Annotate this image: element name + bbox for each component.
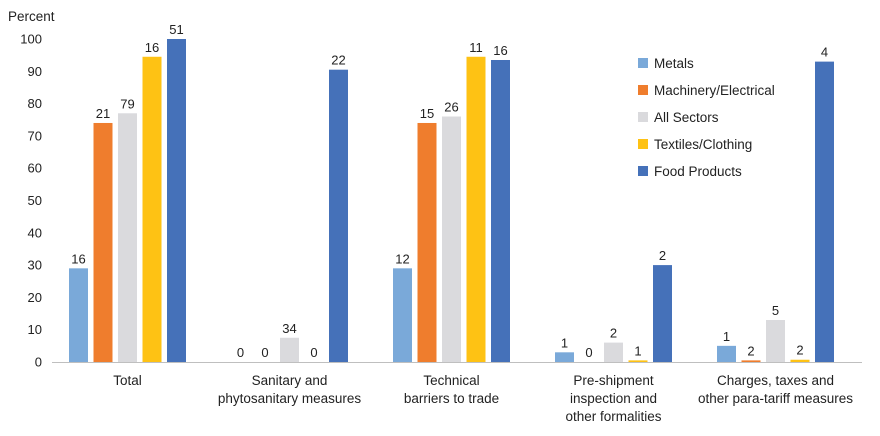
- category-label-line: Pre-shipment: [573, 373, 654, 388]
- data-label: 22: [331, 53, 345, 68]
- category-label-line: Charges, taxes and: [717, 373, 834, 388]
- category-label-line: phytosanitary measures: [218, 391, 362, 406]
- data-label: 1: [634, 343, 641, 358]
- data-label: 79: [120, 96, 134, 111]
- legend-label: Food Products: [654, 164, 742, 179]
- bar: [118, 113, 137, 362]
- data-label: 15: [420, 106, 434, 121]
- category-label-line: other para-tariff measures: [698, 391, 853, 406]
- bar: [555, 352, 574, 362]
- category-label-line: other formalities: [565, 409, 661, 424]
- legend-label: Textiles/Clothing: [654, 137, 752, 152]
- data-label: 2: [610, 326, 617, 341]
- data-label: 16: [71, 251, 85, 266]
- legend-label: Machinery/Electrical: [654, 83, 775, 98]
- data-label: 26: [444, 100, 458, 115]
- bar: [329, 69, 348, 362]
- bar: [69, 268, 88, 362]
- data-label: 0: [310, 345, 317, 360]
- legend: Metals Machinery/Electrical All Sectors Tex…: [638, 56, 775, 179]
- bar: [653, 265, 672, 362]
- y-tick-label: 30: [28, 258, 42, 273]
- data-label: 0: [237, 345, 244, 360]
- category-label: Charges, taxes and other para-tariff meas…: [698, 373, 853, 406]
- data-label: 16: [145, 40, 159, 55]
- y-tick-label: 90: [28, 64, 42, 79]
- category-label-line: Total: [113, 373, 142, 388]
- bar: [142, 56, 162, 362]
- data-label: 2: [659, 248, 666, 263]
- category-label: Total: [113, 373, 142, 388]
- y-tick-label: 20: [28, 290, 42, 305]
- data-label: 1: [723, 329, 730, 344]
- category-label: Pre-shipment inspection and other formalit…: [565, 373, 661, 424]
- category-label: Sanitary and phytosanitary measures: [218, 373, 362, 406]
- bar: [393, 268, 412, 362]
- legend-label: Metals: [654, 56, 694, 71]
- data-label: 5: [772, 303, 779, 318]
- data-label: 0: [261, 345, 268, 360]
- bar: [466, 56, 486, 362]
- bar: [280, 337, 299, 362]
- legend-swatch: [638, 58, 648, 68]
- data-label: 2: [747, 343, 754, 358]
- category-label-line: Sanitary and: [252, 373, 328, 388]
- legend-swatch: [638, 85, 648, 95]
- data-label: 1: [561, 335, 568, 350]
- y-tick-label: 70: [28, 128, 42, 143]
- bar: [741, 360, 761, 362]
- data-label: 21: [96, 106, 110, 121]
- data-label: 12: [395, 251, 409, 266]
- legend-label: All Sectors: [654, 110, 719, 125]
- y-tick-label: 50: [28, 193, 42, 208]
- bar: [442, 116, 461, 363]
- data-label: 34: [282, 321, 296, 336]
- bar: [491, 59, 510, 363]
- category-label-line: inspection and: [570, 391, 657, 406]
- y-tick-label: 60: [28, 161, 42, 176]
- data-label: 51: [169, 22, 183, 37]
- data-label: 16: [493, 43, 507, 58]
- bar: [93, 122, 113, 362]
- legend-swatch: [638, 112, 648, 122]
- y-axis-ticks: 0 10 20 30 40 50 60 70 80 90 100: [20, 32, 42, 370]
- bar: [790, 359, 810, 362]
- y-axis-label: Percent: [8, 9, 55, 24]
- legend-swatch: [638, 139, 648, 149]
- legend-swatch: [638, 166, 648, 176]
- bar: [167, 39, 186, 362]
- category-labels: Total Sanitary and phytosanitary measures T…: [113, 373, 853, 424]
- bar: [628, 360, 648, 362]
- y-tick-label: 100: [20, 32, 42, 47]
- category-label: Technical barriers to trade: [404, 373, 499, 406]
- y-tick-label: 0: [35, 355, 42, 370]
- bar: [815, 61, 834, 363]
- y-tick-label: 80: [28, 96, 42, 111]
- data-label: 0: [585, 345, 592, 360]
- y-tick-label: 10: [28, 322, 42, 337]
- data-label: 2: [796, 343, 803, 358]
- bar: [717, 345, 736, 362]
- data-label: 4: [821, 45, 828, 60]
- category-label-line: barriers to trade: [404, 391, 499, 406]
- category-label-line: Technical: [423, 373, 479, 388]
- bar: [417, 122, 437, 362]
- y-tick-label: 40: [28, 225, 42, 240]
- bar: [766, 320, 785, 362]
- data-label: 11: [469, 40, 483, 55]
- bar: [604, 342, 623, 362]
- bars: [69, 39, 834, 363]
